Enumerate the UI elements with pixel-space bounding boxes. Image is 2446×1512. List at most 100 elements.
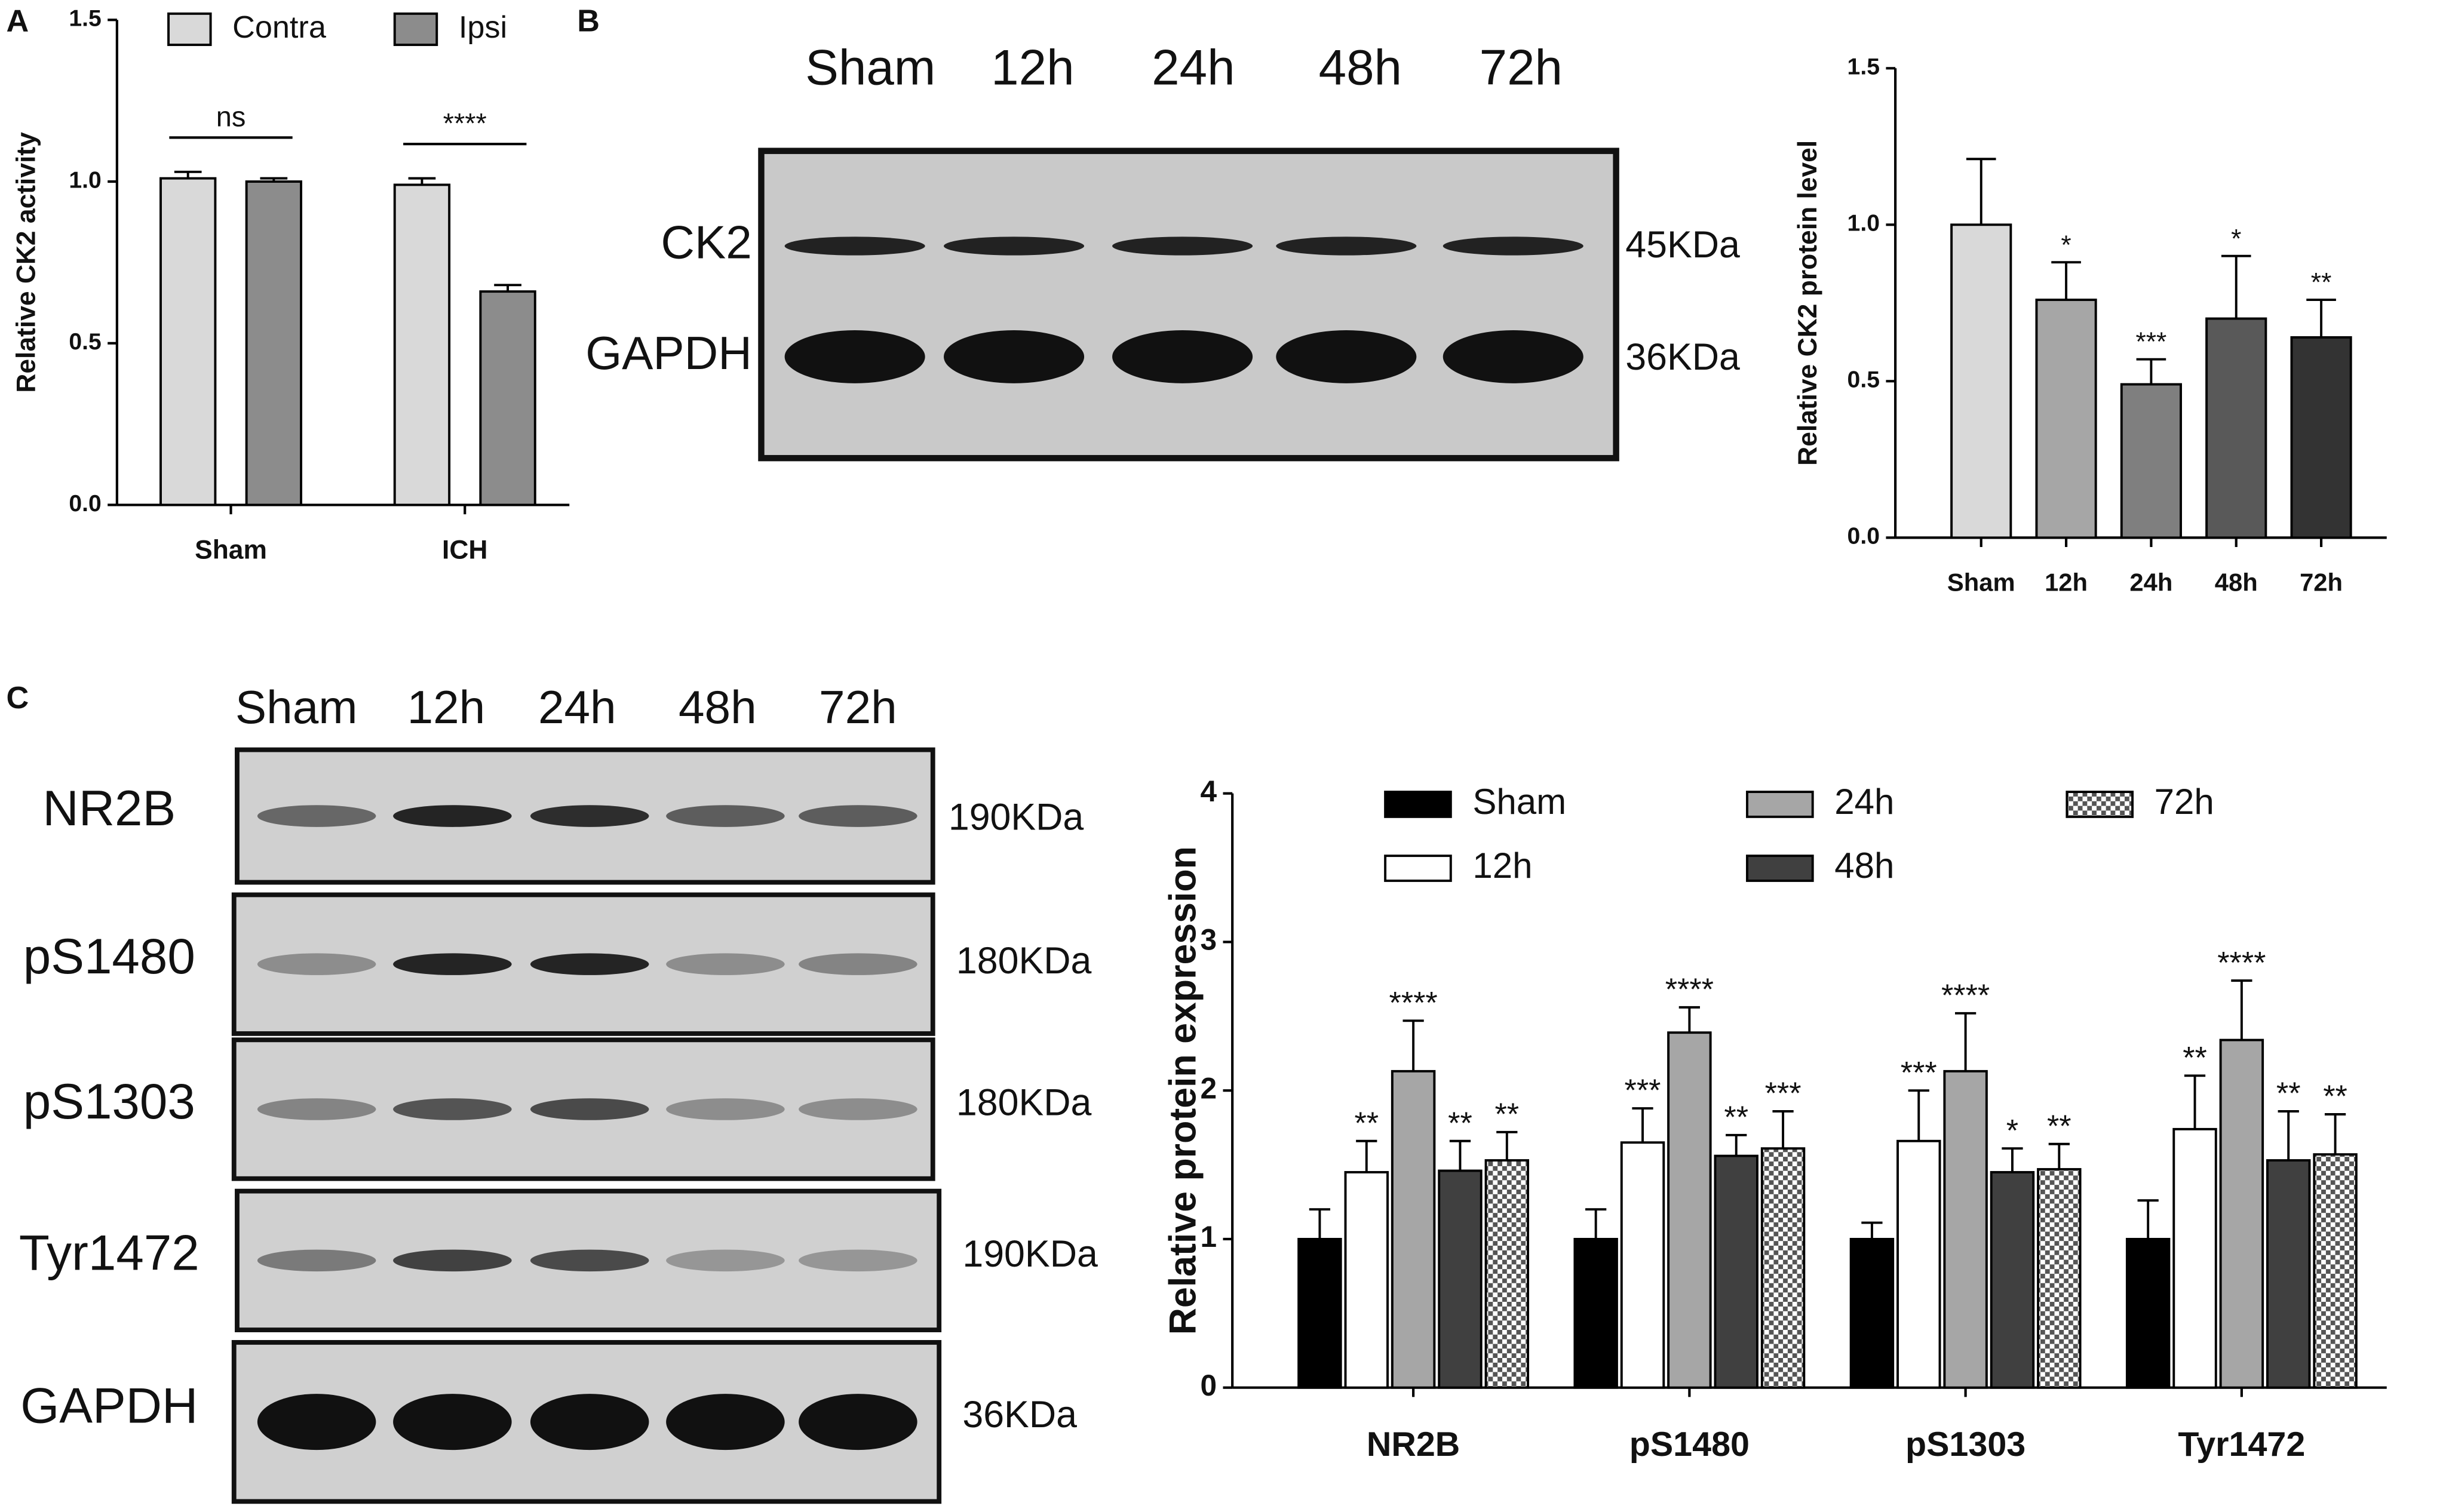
panel-label: B	[577, 4, 600, 38]
legend-label: Ipsi	[459, 10, 507, 45]
significance: **	[2311, 268, 2332, 297]
error-bar	[1309, 1208, 1331, 1239]
error-bar	[1678, 1006, 1700, 1033]
blot-band	[257, 1394, 376, 1450]
size-label: 36KDa	[962, 1394, 1077, 1436]
error-bar	[174, 170, 202, 179]
x-tick-label: ICH	[442, 536, 487, 565]
blot-band	[530, 1394, 649, 1450]
error-bar	[1585, 1208, 1607, 1239]
blot-band	[666, 805, 785, 827]
error-bar	[2184, 1074, 2206, 1129]
lane-label: 48h	[679, 681, 757, 733]
bar	[2172, 1127, 2217, 1389]
lane-label: 72h	[819, 681, 897, 733]
error-bar	[1402, 1019, 1424, 1071]
x-tick-label: pS1303	[1905, 1425, 2025, 1464]
bar	[1391, 1070, 1436, 1389]
significance: ***	[2136, 327, 2167, 357]
significance: *	[2231, 224, 2241, 253]
legend-swatch	[167, 12, 212, 47]
bar	[2266, 1159, 2311, 1389]
error-bar	[1449, 1139, 1471, 1171]
lane-label: Sham	[805, 39, 935, 96]
blot-band	[666, 953, 785, 975]
error-bar	[2051, 261, 2081, 300]
error-bar	[2002, 1147, 2023, 1173]
error-bar	[1726, 1133, 1747, 1156]
size-label: 180KDa	[956, 940, 1092, 982]
bar	[2125, 1237, 2171, 1389]
x-tick-label: NR2B	[1367, 1425, 1460, 1464]
blot-band	[393, 805, 512, 827]
blot-band	[393, 953, 512, 975]
error-bar	[1908, 1089, 1929, 1141]
row-label: pS1303	[23, 1073, 195, 1129]
blot-band	[666, 1394, 785, 1450]
size-label: 45KDa	[1625, 224, 1740, 266]
y-tick-label: 1.5	[1847, 54, 1880, 80]
error-bar	[260, 177, 288, 182]
lane-label: 24h	[1152, 39, 1235, 96]
y-tick-label: 3	[1200, 923, 1217, 957]
significance: ****	[2217, 946, 2266, 981]
significance: **	[2276, 1077, 2301, 1111]
size-label: 36KDa	[1625, 336, 1740, 378]
blot-band	[530, 805, 649, 827]
bar	[1760, 1147, 1806, 1389]
blot-band	[799, 1249, 917, 1272]
blot-band	[393, 1394, 512, 1450]
x-tick-label: 72h	[2300, 568, 2343, 597]
error-bar	[2306, 299, 2336, 337]
blot-band	[944, 236, 1085, 256]
bar	[2037, 1168, 2082, 1389]
blot-band	[257, 1098, 376, 1120]
bar	[1297, 1237, 1342, 1389]
blot-band	[944, 330, 1085, 383]
bar	[393, 183, 451, 506]
error-bar	[1966, 158, 1996, 225]
y-tick-label: 0.5	[69, 329, 101, 355]
x-tick-label: Sham	[195, 536, 267, 565]
blot-band	[530, 1249, 649, 1272]
row-label: GAPDH	[20, 1377, 198, 1433]
panel-label: A	[6, 4, 29, 38]
significance: **	[1448, 1106, 1472, 1141]
blot-band	[393, 1249, 512, 1272]
blot-band	[1276, 236, 1417, 256]
error-bar	[1861, 1221, 1883, 1239]
error-bar	[1496, 1130, 1518, 1161]
error-bar	[408, 177, 436, 185]
x-tick-label: Tyr1472	[2178, 1425, 2305, 1464]
blot-band	[393, 1098, 512, 1120]
lane-label: 48h	[1319, 39, 1402, 96]
blot-band	[666, 1249, 785, 1272]
row-label: Tyr1472	[19, 1224, 200, 1280]
y-axis-label: Relative CK2 protein level	[1793, 140, 1822, 466]
bar	[2120, 383, 2182, 539]
bar	[2313, 1153, 2358, 1389]
error-bar	[2048, 1142, 2070, 1170]
bar	[1950, 223, 2012, 539]
legend-swatch	[2066, 791, 2134, 818]
bar	[1484, 1159, 1530, 1389]
blot-band	[799, 1394, 917, 1450]
significance: ***	[1901, 1056, 1937, 1090]
blot-band	[1112, 330, 1253, 383]
blot-band	[666, 1098, 785, 1120]
error-bar	[1356, 1139, 1377, 1173]
bar	[1438, 1169, 1483, 1389]
blot-band	[257, 953, 376, 975]
size-label: 180KDa	[956, 1082, 1092, 1124]
x-tick-label: 12h	[2045, 568, 2088, 597]
significance: **	[1724, 1100, 1748, 1135]
significance: **	[2183, 1041, 2207, 1075]
significance: ****	[1941, 979, 1990, 1013]
bar	[1943, 1070, 1988, 1389]
legend-swatch	[1746, 791, 1814, 818]
significance: **	[2047, 1109, 2071, 1144]
blot-band	[799, 1098, 917, 1120]
legend-label: 72h	[2155, 782, 2214, 822]
legend-swatch	[1384, 855, 1452, 882]
significance: ****	[1665, 973, 1714, 1007]
